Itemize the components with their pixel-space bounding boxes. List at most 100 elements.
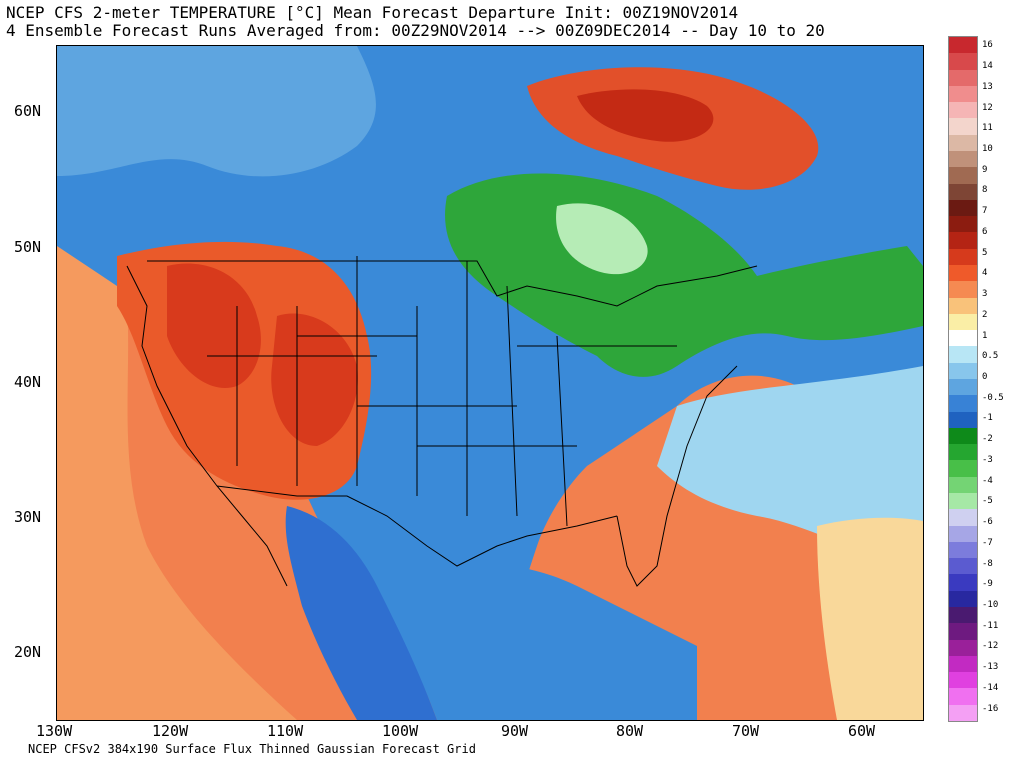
legend-swatch bbox=[949, 69, 977, 87]
legend-label: 8 bbox=[982, 185, 988, 196]
legend-label: -7 bbox=[982, 537, 993, 548]
legend-label: 11 bbox=[982, 123, 993, 134]
legend-label: -5 bbox=[982, 496, 993, 507]
legend-label: -13 bbox=[982, 662, 999, 673]
lon-label-110w: 110W bbox=[267, 722, 304, 740]
pacific-warm-region bbox=[57, 186, 297, 720]
legend-label: 0 bbox=[982, 372, 988, 382]
legend-swatch bbox=[949, 102, 977, 119]
state-grid-lines-horizontal bbox=[297, 335, 677, 447]
legend-swatch bbox=[949, 672, 977, 689]
color-scale-legend bbox=[948, 36, 978, 722]
legend-label: -11 bbox=[982, 620, 999, 631]
legend-label: 10 bbox=[982, 144, 993, 154]
lat-label-60n: 60N bbox=[14, 102, 42, 120]
lon-label-130w: 130W bbox=[36, 722, 73, 740]
legend-swatch bbox=[949, 362, 977, 380]
legend-swatch bbox=[949, 525, 977, 543]
legend-label: -9 bbox=[982, 579, 993, 590]
boundary-lines bbox=[126, 256, 758, 587]
legend-swatch bbox=[949, 281, 977, 299]
atlantic-neutral-zone bbox=[817, 517, 923, 720]
legend-swatch bbox=[949, 346, 977, 364]
grid-footer-note: NCEP CFSv2 384x190 Surface Flux Thinned … bbox=[28, 742, 476, 756]
legend-label: 16 bbox=[982, 40, 993, 51]
legend-swatch bbox=[949, 297, 977, 315]
legend-swatch bbox=[949, 330, 977, 347]
lon-label-80w: 80W bbox=[616, 722, 644, 740]
legend-swatch bbox=[949, 118, 977, 136]
cold-anomaly-field bbox=[57, 46, 923, 720]
lat-label-50n: 50N bbox=[14, 238, 42, 256]
legend-swatch bbox=[949, 541, 977, 559]
atlantic-cold-zone bbox=[657, 366, 923, 566]
legend-label: 9 bbox=[982, 164, 988, 175]
legend-swatch bbox=[949, 395, 977, 413]
lon-label-70w: 70W bbox=[732, 722, 760, 740]
legend-label: 6 bbox=[982, 226, 988, 237]
legend-swatch bbox=[949, 574, 977, 592]
legend-swatch bbox=[949, 85, 977, 103]
legend-swatch bbox=[949, 509, 977, 527]
legend-label: -16 bbox=[982, 703, 999, 714]
legend-swatch bbox=[949, 53, 977, 71]
alaska-cold-zone bbox=[57, 46, 376, 177]
legend-label: -2 bbox=[982, 434, 993, 445]
legend-swatch bbox=[949, 199, 977, 217]
legend-swatch bbox=[949, 558, 977, 575]
legend-swatch bbox=[949, 688, 977, 706]
lon-label-100w: 100W bbox=[382, 722, 419, 740]
us-canada-border bbox=[147, 260, 758, 307]
legend-label: -14 bbox=[982, 682, 999, 693]
legend-swatch bbox=[949, 265, 977, 282]
legend-label: -0.5 bbox=[982, 392, 1004, 403]
temperature-anomaly-map bbox=[56, 45, 924, 721]
legend-label: 5 bbox=[982, 247, 988, 258]
lon-label-120w: 120W bbox=[152, 722, 189, 740]
legend-swatch bbox=[949, 134, 977, 152]
legend-swatch bbox=[949, 216, 977, 233]
east-coast-line bbox=[616, 365, 738, 587]
legend-swatch bbox=[949, 476, 977, 494]
legend-label: 7 bbox=[982, 206, 988, 217]
legend-label: 3 bbox=[982, 289, 988, 300]
legend-swatch bbox=[949, 704, 977, 722]
legend-swatch bbox=[949, 411, 977, 429]
legend-swatch bbox=[949, 590, 977, 608]
lat-label-30n: 30N bbox=[14, 508, 42, 526]
legend-label: 14 bbox=[982, 61, 993, 72]
map-subtitle: 4 Ensemble Forecast Runs Averaged from: … bbox=[6, 21, 825, 40]
legend-label: -1 bbox=[982, 413, 993, 424]
legend-label: -3 bbox=[982, 454, 993, 465]
legend-swatch bbox=[949, 167, 977, 185]
legend-label: -12 bbox=[982, 641, 999, 652]
legend-label: -10 bbox=[982, 600, 999, 610]
legend-swatch bbox=[949, 151, 977, 168]
legend-label: 0.5 bbox=[982, 351, 999, 362]
lat-label-20n: 20N bbox=[14, 643, 42, 661]
legend-label: -8 bbox=[982, 558, 993, 569]
lon-label-90w: 90W bbox=[501, 722, 529, 740]
legend-label: -6 bbox=[982, 517, 993, 528]
legend-swatch bbox=[949, 248, 977, 266]
mexico-cold-zone bbox=[285, 506, 437, 720]
us-mexico-gulf-line bbox=[216, 485, 618, 567]
legend-label: 12 bbox=[982, 102, 993, 113]
map-canvas bbox=[57, 46, 923, 720]
legend-label: 1 bbox=[982, 330, 988, 341]
legend-swatch bbox=[949, 607, 977, 624]
gulf-cold-zone bbox=[427, 562, 697, 720]
west-coast-line bbox=[126, 265, 288, 587]
coldest-anomaly-center bbox=[556, 203, 648, 275]
legend-swatch bbox=[949, 655, 977, 673]
state-grid-lines bbox=[207, 256, 568, 527]
legend-swatch bbox=[949, 460, 977, 478]
legend-label: 2 bbox=[982, 309, 988, 320]
legend-swatch bbox=[949, 313, 977, 331]
legend-swatch bbox=[949, 444, 977, 461]
legend-swatch bbox=[949, 427, 977, 445]
map-title: NCEP CFS 2-meter TEMPERATURE [°C] Mean F… bbox=[6, 3, 739, 22]
legend-swatch bbox=[949, 493, 977, 510]
legend-swatch bbox=[949, 183, 977, 201]
legend-swatch bbox=[949, 379, 977, 396]
